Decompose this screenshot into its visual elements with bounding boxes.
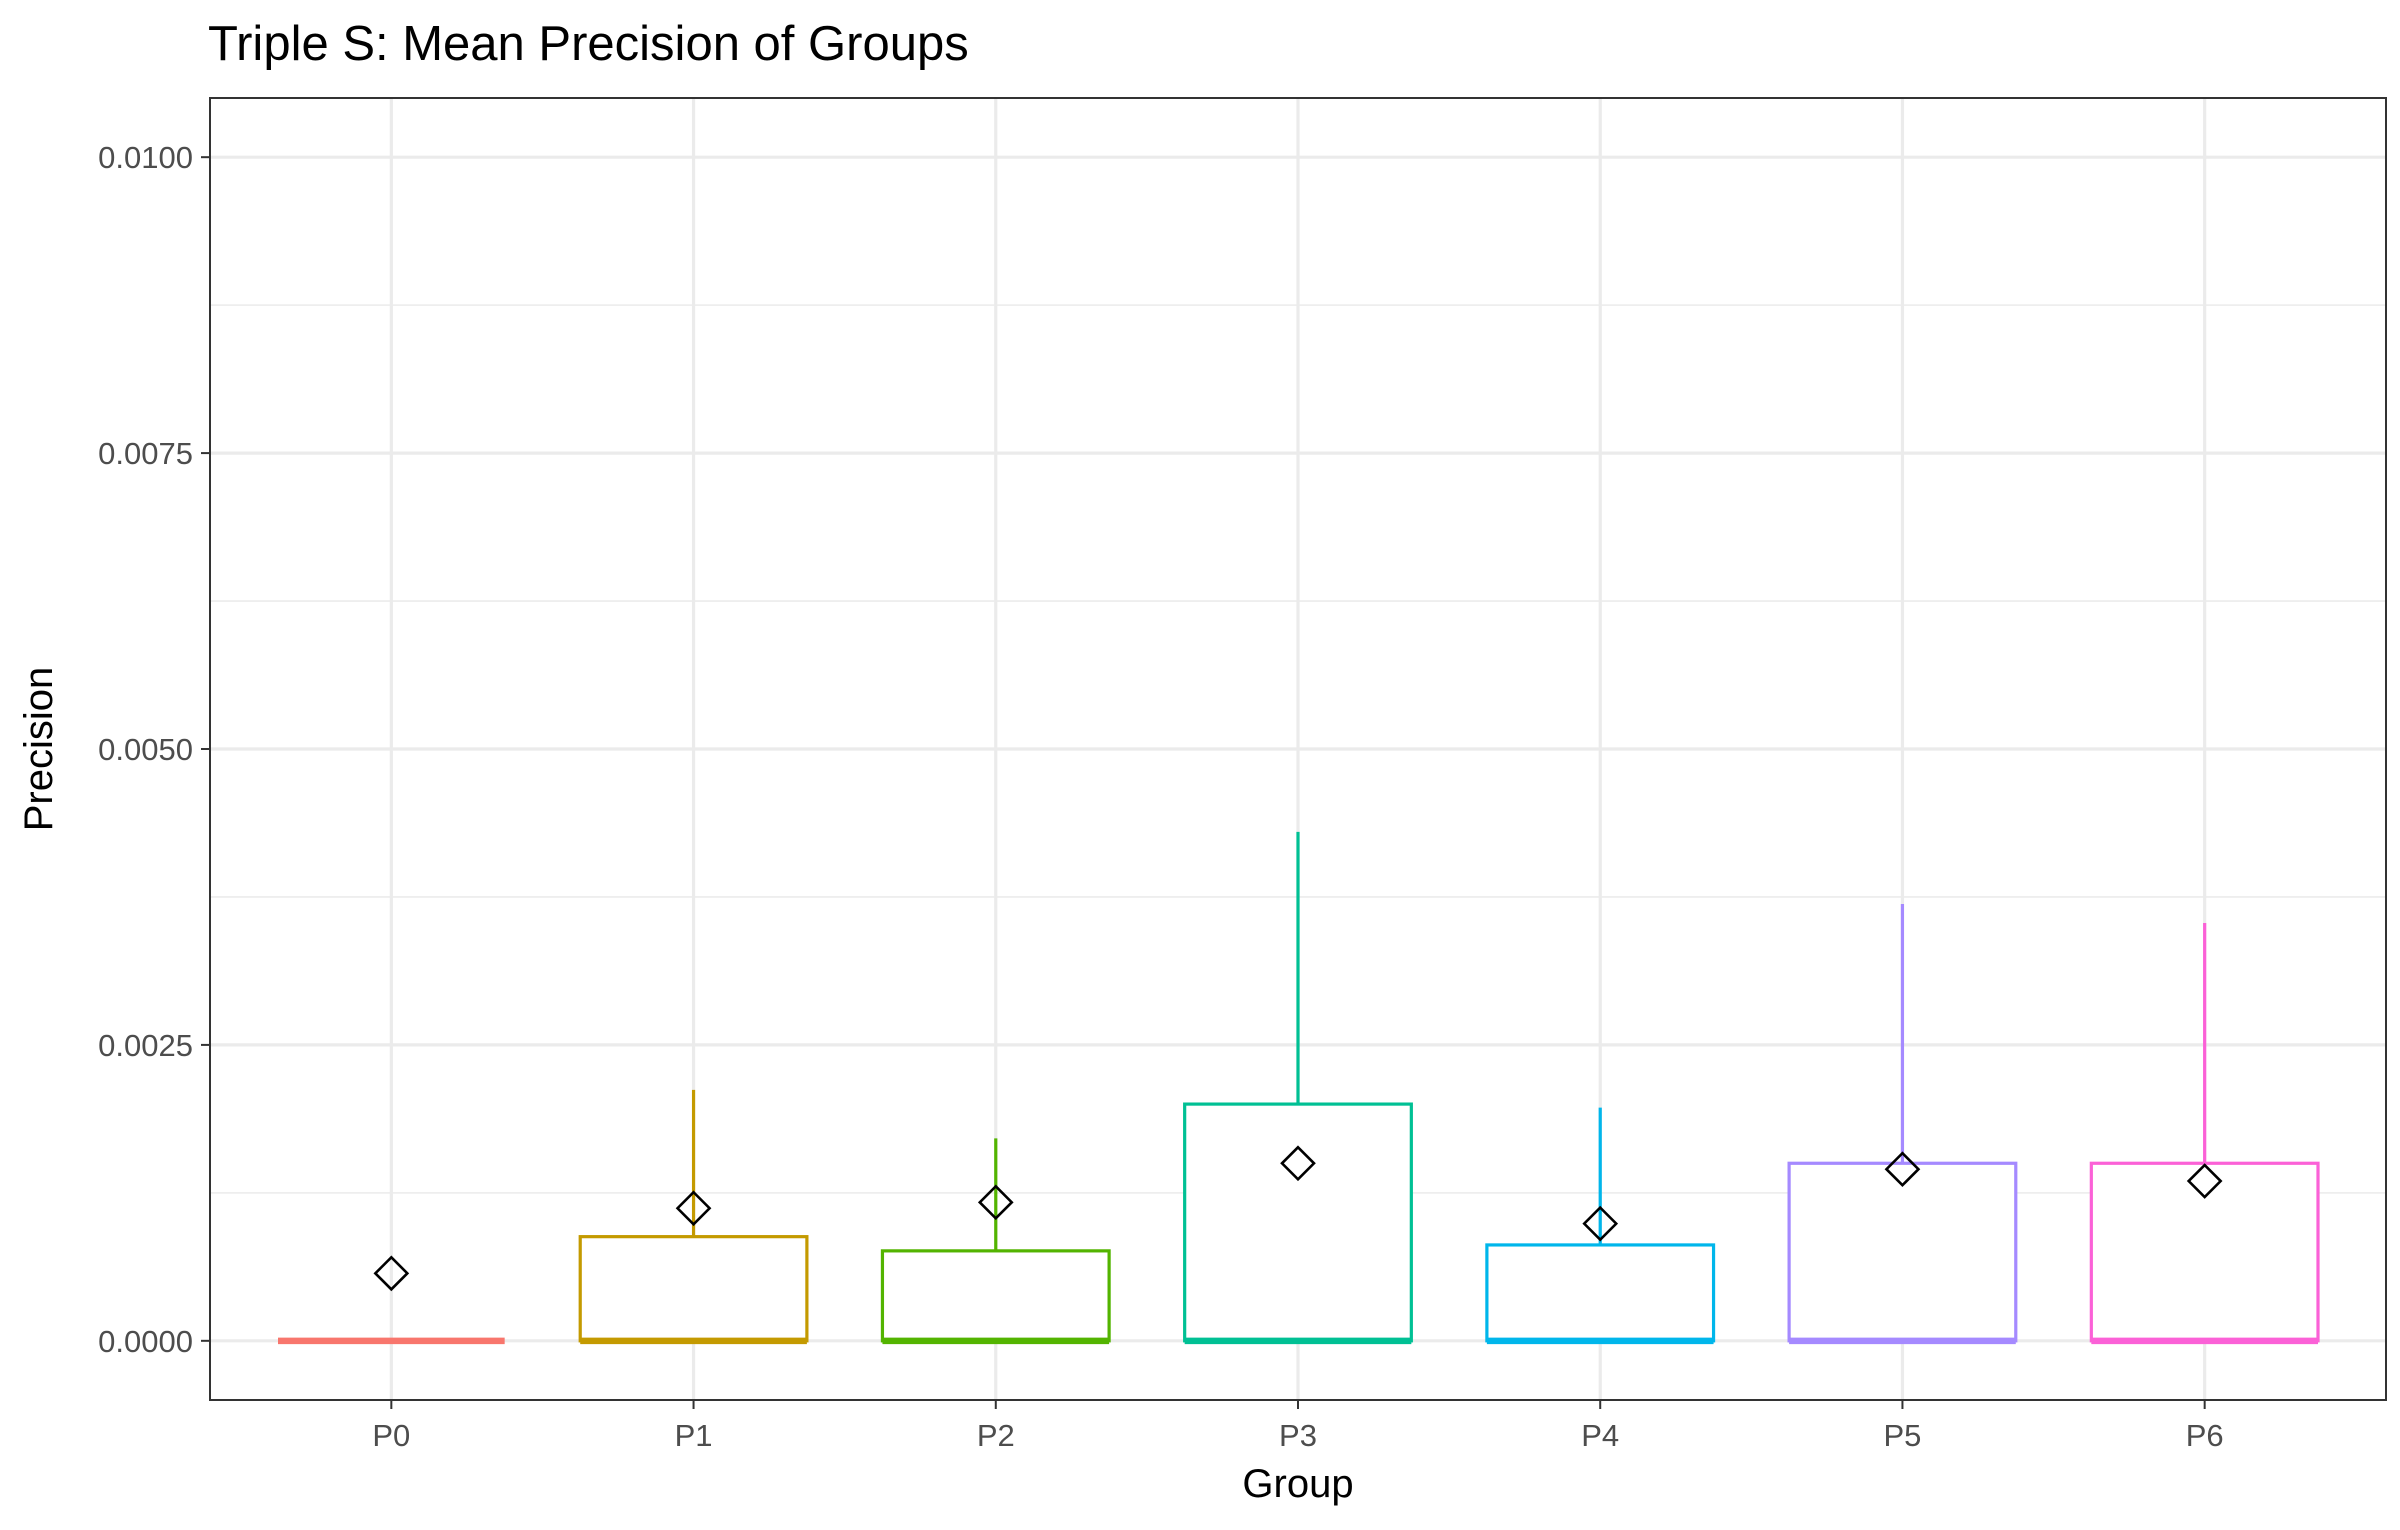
mean-marker-p2	[977, 1184, 1014, 1221]
box-p1	[578, 1089, 809, 1345]
y-tick-label: 0.0100	[98, 140, 193, 175]
box-body	[1183, 1102, 1413, 1343]
mean-markers	[373, 1145, 2223, 1292]
mean-marker-p1	[675, 1190, 712, 1227]
x-tick-label: P4	[1581, 1418, 1619, 1453]
y-tick-label: 0.0050	[98, 732, 193, 767]
x-tick-label: P5	[1883, 1418, 1921, 1453]
x-tick-label: P1	[675, 1418, 713, 1453]
mean-marker-p3	[1280, 1145, 1316, 1182]
x-tick-label: P0	[372, 1418, 410, 1453]
x-axis: P0 P1 P2 P3 P4 P5 P6	[372, 1400, 2224, 1453]
mean-marker-p5	[1884, 1151, 1921, 1188]
x-axis-title: Group	[1242, 1462, 1353, 1506]
box-p6	[2089, 922, 2320, 1345]
y-tick-label: 0.0000	[98, 1324, 193, 1359]
boxes	[278, 831, 2320, 1345]
x-tick-label: P2	[977, 1418, 1015, 1453]
y-axis-title: Precision	[17, 667, 61, 832]
mean-marker-p6	[2186, 1163, 2223, 1199]
chart-title: Triple S: Mean Precision of Groups	[208, 17, 969, 71]
y-axis: 0.0000 0.0025 0.0050 0.0075 0.0100	[98, 140, 210, 1359]
box-p2	[880, 1138, 1111, 1345]
mean-marker-p4	[1582, 1205, 1619, 1242]
x-tick-label: P3	[1279, 1418, 1317, 1453]
box-body	[578, 1235, 809, 1343]
box-body	[1485, 1243, 1716, 1343]
box-body	[2089, 1161, 2320, 1343]
box-p3	[1183, 831, 1413, 1345]
box-body	[880, 1249, 1111, 1343]
box-p4	[1485, 1107, 1716, 1345]
y-tick-label: 0.0075	[98, 436, 193, 471]
x-tick-label: P6	[2186, 1418, 2224, 1453]
box-p5	[1787, 904, 2018, 1345]
plot-panel	[209, 97, 2387, 1401]
y-tick-label: 0.0025	[98, 1028, 193, 1063]
mean-marker-p0	[373, 1255, 410, 1292]
box-body	[1787, 1161, 2018, 1343]
